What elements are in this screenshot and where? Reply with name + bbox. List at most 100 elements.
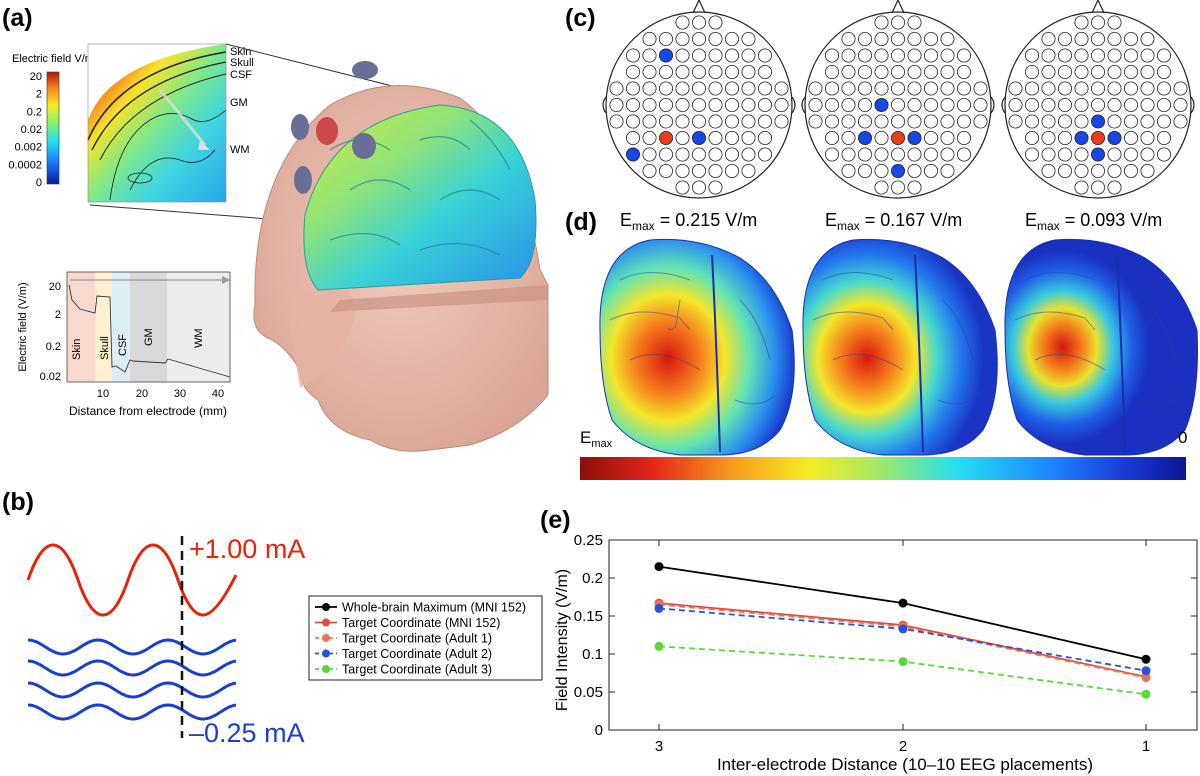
electrode <box>692 48 707 63</box>
electrode <box>741 147 756 162</box>
electrode <box>825 147 840 162</box>
electrode <box>725 114 740 129</box>
electrode <box>1157 147 1172 162</box>
electrode <box>1074 163 1089 178</box>
colorbar-tick-label: 0.2 <box>27 106 42 118</box>
series-line <box>658 603 1147 679</box>
electrode <box>924 163 939 178</box>
nose-marker <box>1091 0 1105 14</box>
y-tick-label: 0.15 <box>574 608 603 625</box>
electrode <box>874 32 889 47</box>
electrode <box>841 32 856 47</box>
colorbar-ticks: 20 2 0.2 0.02 0.002 0.0002 0 <box>8 71 42 189</box>
electrode <box>725 65 740 80</box>
electrode <box>1058 65 1073 80</box>
electrode <box>874 81 889 96</box>
electrode <box>940 114 955 129</box>
electrode <box>891 180 906 195</box>
electrode <box>1107 147 1122 162</box>
electrode <box>708 48 723 63</box>
emax-label-1: Emax = 0.215 V/m <box>620 210 757 233</box>
electrode <box>1140 163 1155 178</box>
legend-item: Target Coordinate (Adult 3) <box>315 663 492 677</box>
brain-render-2 <box>802 238 998 456</box>
electrode <box>1025 81 1040 96</box>
emax-colorbar <box>580 457 1186 480</box>
profile-ylabel: Electric field (V/m) <box>17 282 29 371</box>
electrode <box>692 163 707 178</box>
electrode <box>1091 81 1106 96</box>
electrode <box>891 147 906 162</box>
y-tick-label: 0 <box>595 722 603 739</box>
nose-marker <box>692 0 706 14</box>
electrode <box>841 163 856 178</box>
electrode <box>1041 81 1056 96</box>
electrode <box>841 147 856 162</box>
ear-marker <box>1190 96 1195 114</box>
electrode <box>708 65 723 80</box>
electrode <box>642 48 657 63</box>
electrode <box>659 163 674 178</box>
electrode <box>725 130 740 145</box>
panel-e: 0 0.05 0.1 0.15 0.2 0.25 3 2 1 Field Intensity (… <box>308 532 1198 774</box>
electrode <box>1124 163 1139 178</box>
electrode <box>642 163 657 178</box>
electrode <box>675 65 690 80</box>
electrode-disc <box>294 166 312 194</box>
colorbar-max-label: Emax <box>580 428 613 450</box>
eeg-montage <box>1001 0 1195 199</box>
electrode <box>1008 81 1023 96</box>
electrode <box>1157 48 1172 63</box>
electrode <box>891 32 906 47</box>
chart-ylabel: Field Intensity (V/m) <box>554 569 571 711</box>
electrode <box>907 48 922 63</box>
x-tick-label: 3 <box>655 738 663 755</box>
legend-marker <box>322 665 330 673</box>
electrode <box>891 48 906 63</box>
electrode <box>708 32 723 47</box>
electrode <box>692 81 707 96</box>
data-point <box>654 641 664 651</box>
panel-label-d: (d) <box>565 208 597 236</box>
electrode <box>1124 65 1139 80</box>
legend-item: Target Coordinate (MNI 152) <box>315 616 500 630</box>
electrode <box>774 81 789 96</box>
chart-series <box>654 562 1151 699</box>
tissue-labels: Skin Skull CSF GM WM <box>230 46 254 156</box>
electrode-disc <box>352 133 376 159</box>
electrode <box>891 114 906 129</box>
head-outline <box>1004 11 1192 199</box>
electrode <box>1074 114 1089 129</box>
region-labels: Skin Skull CSF GM WM <box>71 328 205 360</box>
ear-marker <box>990 96 995 114</box>
electrode <box>825 114 840 129</box>
panel-label-e: (e) <box>540 506 571 534</box>
electrode <box>1041 32 1056 47</box>
svg-text:0.02: 0.02 <box>40 371 61 383</box>
electrode <box>1058 48 1073 63</box>
colorbar-tick-label: 0.02 <box>21 124 42 136</box>
x-tick-label: 2 <box>899 738 907 755</box>
electrode <box>858 48 873 63</box>
electrode <box>1157 81 1172 96</box>
electrode <box>957 147 972 162</box>
electrode <box>874 114 889 129</box>
electrode <box>825 48 840 63</box>
electrode <box>858 98 873 113</box>
electrode <box>1008 98 1023 113</box>
electrode <box>891 163 906 178</box>
electrode <box>642 130 657 145</box>
electrode <box>940 32 955 47</box>
electrode <box>1124 147 1139 162</box>
electrode <box>874 15 889 30</box>
low-current-wave <box>27 638 237 656</box>
y-tick-label: 0.2 <box>582 570 603 587</box>
electrode <box>891 65 906 80</box>
electrode <box>1124 114 1139 129</box>
low-current-waves <box>27 638 237 721</box>
electrode <box>659 114 674 129</box>
electrode <box>659 65 674 80</box>
electrode <box>708 15 723 30</box>
svg-text:20: 20 <box>136 388 148 400</box>
electrode <box>957 114 972 129</box>
